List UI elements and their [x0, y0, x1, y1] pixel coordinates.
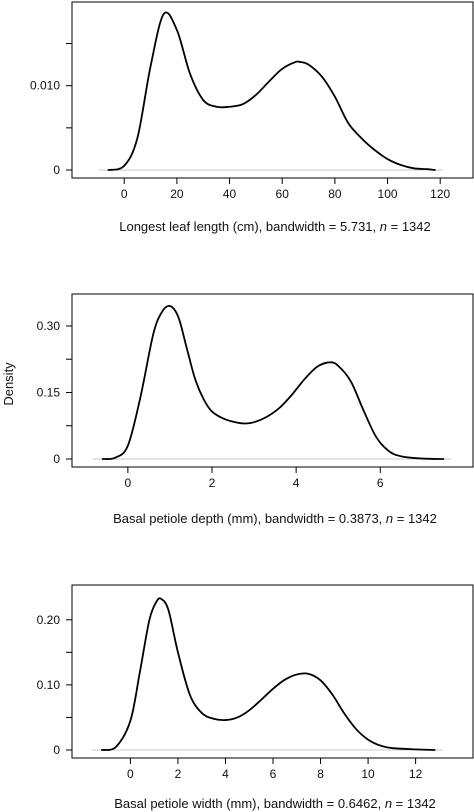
p3-y-tick-label-_2: 0.20 — [37, 613, 61, 627]
p3-y-tick-label-_1: 0.10 — [37, 678, 61, 692]
p1-plot-frame — [71, 1, 474, 179]
density-axis-label: Density — [1, 362, 16, 406]
p1-x-axis-label-n: n — [380, 219, 387, 234]
p2-x-axis-label-n: n — [386, 511, 393, 526]
p1-x-tick-label-40: 40 — [223, 187, 237, 201]
p2-y-tick-label-0: 0 — [53, 452, 60, 466]
panel-leaf-length: 0 20 40 60 80 100 120 0 0.010 Longest leaf length… — [30, 1, 474, 234]
p1-x-tick-label-80: 80 — [328, 187, 342, 201]
p2-y-tick-label-_3: 0.30 — [37, 319, 61, 333]
p3-plot-frame — [71, 584, 474, 759]
p3-x-tick-label-8: 8 — [317, 767, 324, 781]
p1-x-axis-label-count: = 1342 — [387, 219, 431, 234]
p3-x-axis-label: Basal petiole width (mm), bandwidth = 0.… — [114, 796, 436, 811]
p3-x-tick-label-10: 10 — [361, 767, 375, 781]
p3-x-tick-label-12: 12 — [409, 767, 423, 781]
p2-plot-frame — [71, 293, 474, 468]
p3-x-tick-label-0: 0 — [127, 767, 134, 781]
panel-petiole-depth: 0 2 4 6 0 0.15 0.30 Basal petiole depth (mm), b… — [37, 293, 474, 526]
p1-y-tick-label-0: 0 — [53, 163, 60, 177]
p2-x-tick-label-4: 4 — [293, 476, 300, 490]
p1-y-tick-label-_01: 0.010 — [30, 79, 60, 93]
p1-x-axis-label-text: Longest leaf length (cm), bandwidth = 5.… — [119, 219, 380, 234]
p1-x-axis-label: Longest leaf length (cm), bandwidth = 5.… — [119, 219, 431, 234]
p3-x-axis-label-text: Basal petiole width (mm), bandwidth = 0.… — [114, 796, 385, 811]
p2-x-axis-label-count: = 1342 — [393, 511, 437, 526]
p2-y-tick-label-_15: 0.15 — [37, 385, 61, 399]
p3-density-curve — [100, 597, 436, 751]
panel-petiole-width: 0 2 4 6 8 10 12 0 0.10 0.20 Basal petiole width (m… — [37, 584, 474, 811]
p3-x-axis-label-n: n — [385, 796, 392, 811]
p3-x-tick-label-6: 6 — [270, 767, 277, 781]
p1-x-tick-label-60: 60 — [276, 187, 290, 201]
p3-x-tick-label-2: 2 — [175, 767, 182, 781]
p1-x-tick-label-0: 0 — [121, 187, 128, 201]
p1-x-tick-label-100: 100 — [378, 187, 398, 201]
p2-x-tick-label-2: 2 — [209, 476, 216, 490]
p3-x-tick-label-4: 4 — [222, 767, 229, 781]
p1-x-tick-label-20: 20 — [170, 187, 184, 201]
p2-x-axis-label-text: Basal petiole depth (mm), bandwidth = 0.… — [113, 511, 386, 526]
p2-density-curve — [101, 304, 445, 460]
p2-x-tick-label-0: 0 — [125, 476, 132, 490]
p2-x-tick-label-6: 6 — [377, 476, 384, 490]
p3-y-tick-label-0: 0 — [53, 743, 60, 757]
p3-x-axis-label-count: = 1342 — [392, 796, 436, 811]
p1-density-curve — [107, 11, 436, 171]
p1-x-tick-label-120: 120 — [430, 187, 450, 201]
p2-x-axis-label: Basal petiole depth (mm), bandwidth = 0.… — [113, 511, 437, 526]
